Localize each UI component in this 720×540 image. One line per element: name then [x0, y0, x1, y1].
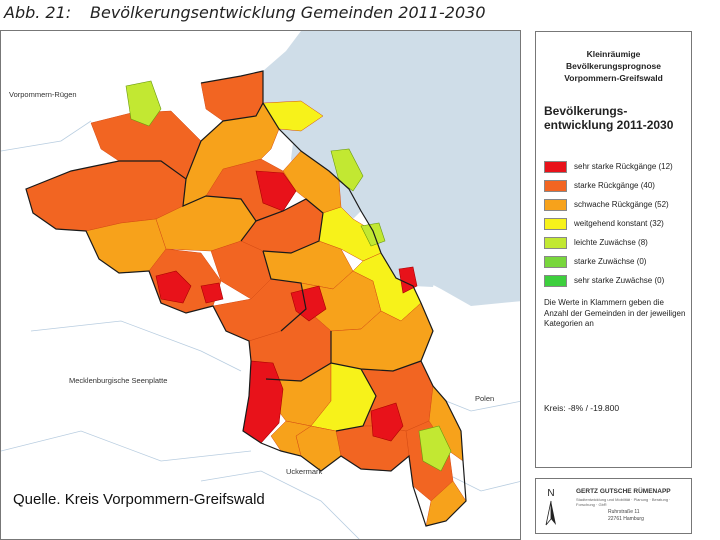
firm-address-line: Ruhrstraße 11 — [608, 509, 640, 515]
legend-heading: Bevölkerungs- entwicklung 2011-2030 — [544, 104, 673, 132]
legend-title: Kleinräumige Bevölkerungsprognose Vorpom… — [536, 48, 691, 84]
legend-heading-line: entwicklung 2011-2030 — [544, 118, 674, 132]
legend-label: schwache Rückgänge (52) — [574, 200, 669, 209]
figure-title: Bevölkerungsentwicklung Gemeinden 2011-2… — [90, 3, 486, 22]
district-outlines — [25, 70, 467, 527]
source-caption: Quelle. Kreis Vorpommern-Greifswald — [10, 490, 268, 509]
legend-title-line: Kleinräumige — [586, 49, 641, 59]
choropleth-map — [1, 31, 520, 539]
municipalities-strong-decline — [155, 170, 418, 444]
legend-label: starke Rückgänge (40) — [574, 181, 655, 190]
legend-panel: Kleinräumige Bevölkerungsprognose Vorpom… — [535, 31, 692, 468]
legend-swatch — [544, 237, 567, 249]
legend-swatch — [544, 161, 567, 173]
municipalities-growth — [125, 80, 452, 472]
legend-swatch — [544, 218, 567, 230]
firm-subtitle: Stadtentwicklung und Mobilität · Planung… — [576, 497, 671, 507]
legend-swatch — [544, 180, 567, 192]
lagoon-peenestrom — [339, 181, 365, 219]
legend-swatch — [544, 275, 567, 287]
legend-label: leichte Zuwächse (8) — [574, 238, 648, 247]
label-vorpommern-ruegen: Vorpommern-Rügen — [9, 90, 77, 99]
north-arrow-icon: N — [545, 488, 556, 526]
firm-address: Ruhrstraße 11 22761 Hamburg — [608, 509, 644, 523]
legend-title-line: Vorpommern-Greifswald — [564, 73, 663, 83]
legend-label: sehr starke Zuwächse (0) — [574, 276, 665, 285]
label-uckermark: Uckermark — [286, 467, 323, 476]
legend-label: sehr starke Rückgänge (12) — [574, 162, 673, 171]
legend-label: starke Zuwächse (0) — [574, 257, 647, 266]
legend-note: Die Werte in Klammern geben die Anzahl d… — [544, 298, 686, 328]
footer-panel: N GERTZ GUTSCHE RÜMENAPP Stadtentwicklun… — [535, 478, 692, 534]
legend-kreis-summary: Kreis: -8% / -19.800 — [544, 403, 620, 413]
legend-swatch — [544, 199, 567, 211]
legend-label: weitgehend konstant (32) — [574, 219, 664, 228]
sea-baltic — [263, 31, 520, 306]
firm-address-line: 22761 Hamburg — [608, 516, 644, 522]
label-mecklenburgische-seenplatte: Mecklenburgische Seenplatte — [69, 376, 168, 385]
legend-heading-line: Bevölkerungs- — [544, 104, 628, 118]
legend-title-line: Bevölkerungsprognose — [566, 61, 661, 71]
label-polen: Polen — [475, 394, 495, 403]
legend-swatch — [544, 256, 567, 268]
page-title: Abb. 21: Bevölkerungsentwicklung Gemeinde… — [4, 0, 486, 26]
map-frame[interactable]: Vorpommern-Rügen Mecklenburgische Seenpl… — [0, 30, 521, 540]
north-letter: N — [547, 488, 554, 499]
firm-name: GERTZ GUTSCHE RÜMENAPP — [576, 488, 671, 495]
figure-label: Abb. 21: — [4, 3, 72, 22]
